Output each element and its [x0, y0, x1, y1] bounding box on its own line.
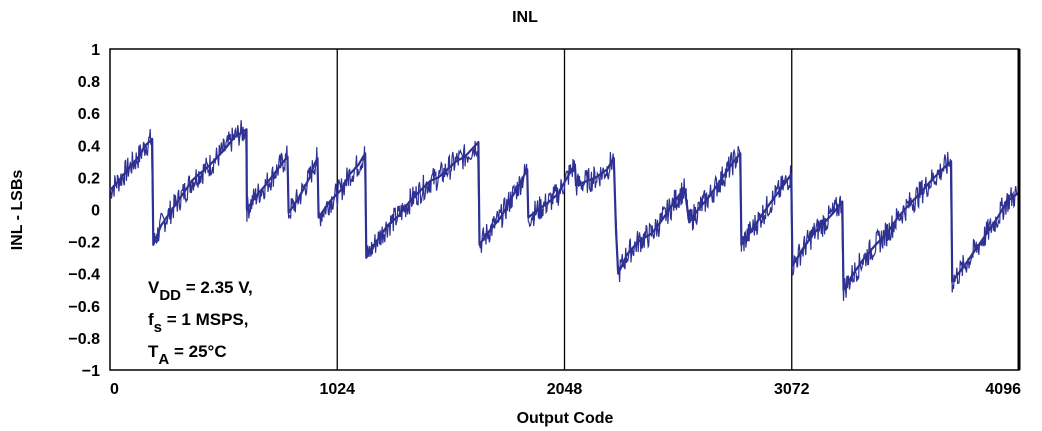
y-tick-label: 0.2 [78, 170, 100, 187]
y-tick-label: 0.6 [78, 106, 100, 123]
annotation-line: fs = 1 MSPS, [148, 310, 248, 336]
inl-series-noise [109, 120, 1018, 301]
y-tick-label: −0.2 [68, 235, 100, 252]
y-tick-label: −0.4 [68, 267, 100, 284]
x-tick-labels: 0 1024 2048 3072 4096 [110, 381, 1021, 398]
x-tick-label: 0 [110, 381, 119, 398]
test-conditions-annotation: VDD = 2.35 V, fs = 1 MSPS, TA = 25°C [148, 278, 253, 368]
y-tick-label: 0 [91, 203, 100, 220]
chart-title: INL [512, 9, 538, 26]
y-tick-label: 0.4 [78, 138, 100, 155]
y-axis-label: INL - LSBs [9, 170, 26, 251]
y-tick-labels: 1 0.8 0.6 0.4 0.2 0 −0.2 −0.4 −0.6 −0.8 −1 [68, 42, 100, 380]
annotation-line: TA = 25°C [148, 342, 227, 368]
x-axis-label: Output Code [517, 410, 614, 427]
y-tick-label: 1 [91, 42, 100, 59]
x-tick-label: 1024 [319, 381, 355, 398]
annotation-line: VDD = 2.35 V, [148, 278, 253, 304]
y-tick-label: −0.8 [68, 331, 100, 348]
y-tick-label: 0.8 [78, 74, 100, 91]
x-tick-label: 2048 [547, 381, 583, 398]
x-tick-label: 3072 [774, 381, 810, 398]
annotation-box [112, 262, 282, 369]
y-tick-label: −0.6 [68, 299, 100, 316]
y-tick-label: −1 [82, 363, 100, 380]
x-tick-label: 4096 [985, 381, 1021, 398]
